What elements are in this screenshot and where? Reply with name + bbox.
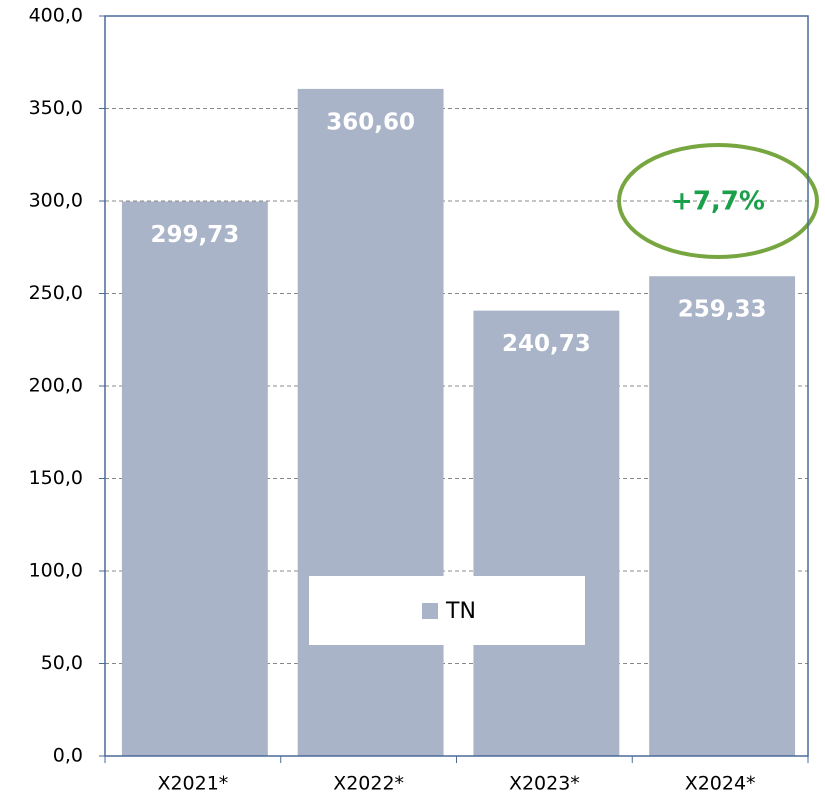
x-tick-label: X2023* <box>509 773 580 795</box>
legend-box <box>309 576 585 645</box>
bar <box>297 88 444 756</box>
x-tick-label: X2021* <box>157 773 228 795</box>
y-tick-label: 150,0 <box>29 467 83 489</box>
bar <box>121 201 268 756</box>
value-label: 299,73 <box>150 222 239 248</box>
y-tick-label: 400,0 <box>29 5 83 27</box>
value-label: 240,73 <box>502 331 591 357</box>
y-tick-label: 200,0 <box>29 375 83 397</box>
legend-label: TN <box>445 599 476 624</box>
y-tick-label: 250,0 <box>29 282 83 304</box>
legend-swatch <box>422 603 438 619</box>
y-tick-label: 100,0 <box>29 560 83 582</box>
y-tick-label: 0,0 <box>53 745 83 767</box>
y-tick-label: 50,0 <box>41 652 83 674</box>
y-tick-label: 350,0 <box>29 97 83 119</box>
x-tick-label: X2022* <box>333 773 404 795</box>
bar <box>473 310 620 756</box>
plot-frame <box>104 15 809 757</box>
value-label: 259,33 <box>678 297 767 323</box>
y-tick-label: 300,0 <box>29 190 83 212</box>
value-label: 360,60 <box>326 109 415 135</box>
x-tick-label: X2024* <box>685 773 756 795</box>
annotation: +7,7% <box>671 187 765 217</box>
bar <box>649 276 796 756</box>
